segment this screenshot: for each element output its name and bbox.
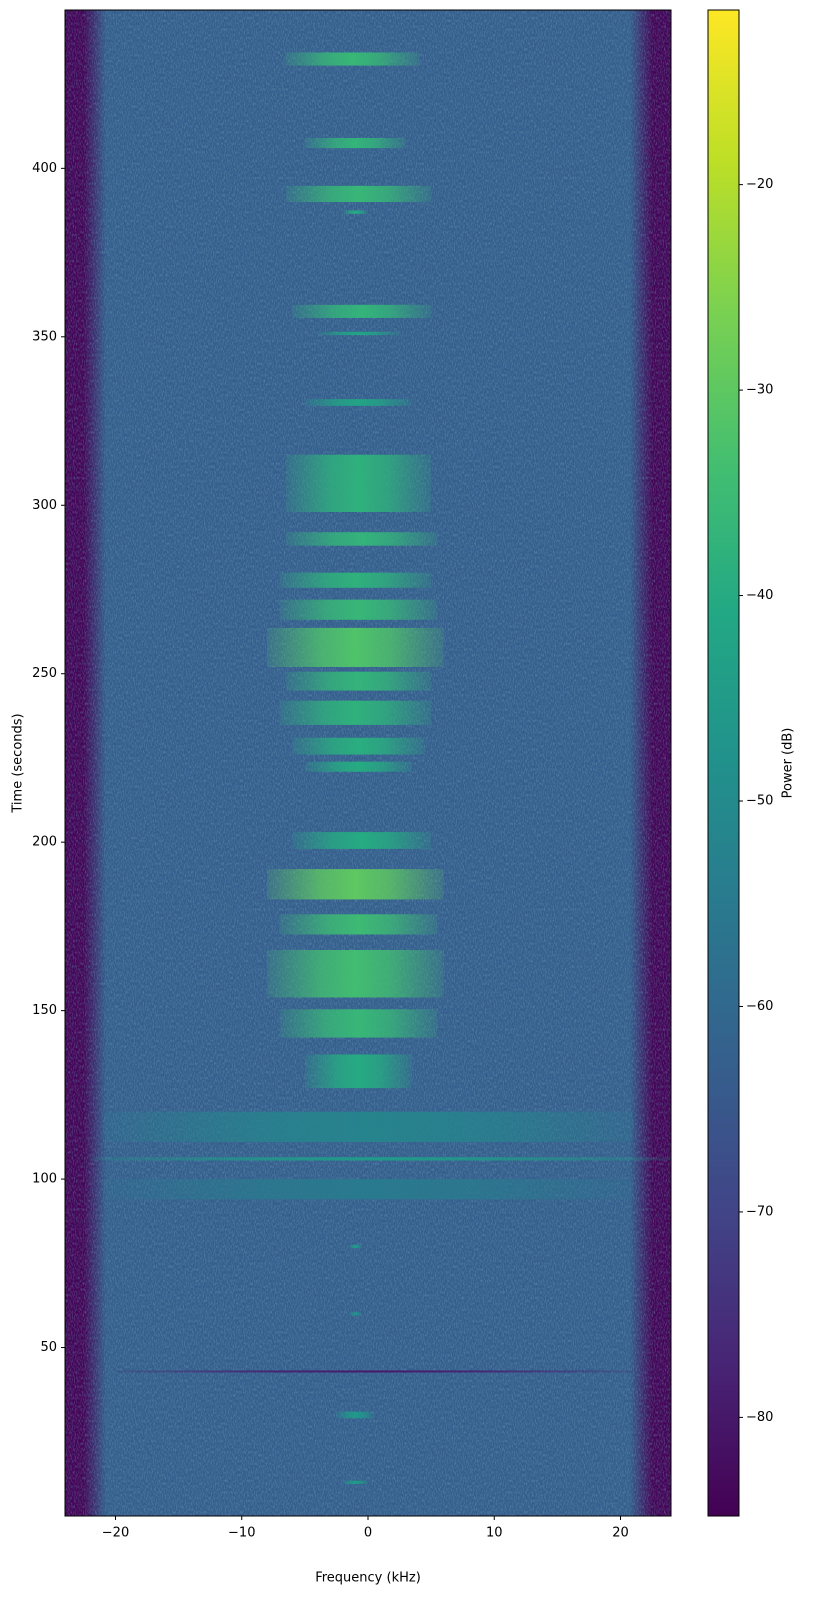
burst [279, 572, 432, 588]
y-tick-label: 200 [32, 835, 57, 850]
colorbar-tick-label: −40 [746, 588, 773, 603]
burst [285, 532, 438, 546]
burst [304, 761, 413, 772]
x-axis-label: Frequency (kHz) [315, 1571, 421, 1586]
burst [304, 138, 406, 149]
burst [304, 399, 413, 406]
burst [349, 1312, 362, 1316]
colorbar-tick-label: −70 [746, 1204, 773, 1219]
x-tick-label: −20 [102, 1526, 129, 1541]
burst [267, 949, 444, 998]
burst [115, 1370, 634, 1373]
x-tick-label: 10 [486, 1526, 503, 1541]
y-tick-label: 150 [32, 1003, 57, 1018]
burst [267, 627, 444, 667]
burst [317, 331, 400, 336]
burst [304, 1054, 413, 1089]
burst [349, 1244, 362, 1249]
burst [90, 1157, 671, 1161]
x-tick-label: 20 [612, 1526, 629, 1541]
burst [267, 869, 444, 900]
burst [342, 1480, 368, 1484]
plot-area [65, 10, 671, 1516]
colorbar-tick-label: −30 [746, 383, 773, 398]
y-tick-label: 350 [32, 329, 57, 344]
colorbar-tick-label: −50 [746, 794, 773, 809]
y-tick-label: 400 [32, 161, 57, 176]
burst [342, 210, 368, 214]
burst [292, 304, 432, 318]
colorbar [707, 9, 740, 1517]
x-tick-label: 0 [364, 1526, 372, 1541]
burst [336, 1411, 375, 1419]
burst [279, 1009, 438, 1038]
colorbar-label: Power (dB) [781, 728, 796, 799]
x-tick-label: −10 [228, 1526, 255, 1541]
y-tick-label: 250 [32, 666, 57, 681]
burst [279, 599, 438, 620]
colorbar-tick-label: −80 [746, 1410, 773, 1425]
colorbar-tick-label: −20 [746, 177, 773, 192]
y-tick-label: 50 [40, 1340, 57, 1355]
burst [102, 1111, 634, 1143]
burst [285, 185, 432, 203]
burst [292, 737, 425, 755]
burst [279, 914, 438, 935]
burst [285, 454, 432, 512]
burst [285, 671, 432, 691]
y-axis-label: Time (seconds) [11, 713, 26, 813]
burst [279, 700, 432, 725]
y-tick-label: 100 [32, 1172, 57, 1187]
burst [292, 832, 432, 849]
burst [102, 1179, 634, 1200]
burst [284, 52, 420, 66]
y-tick-label: 300 [32, 498, 57, 513]
colorbar-tick-label: −60 [746, 999, 773, 1014]
